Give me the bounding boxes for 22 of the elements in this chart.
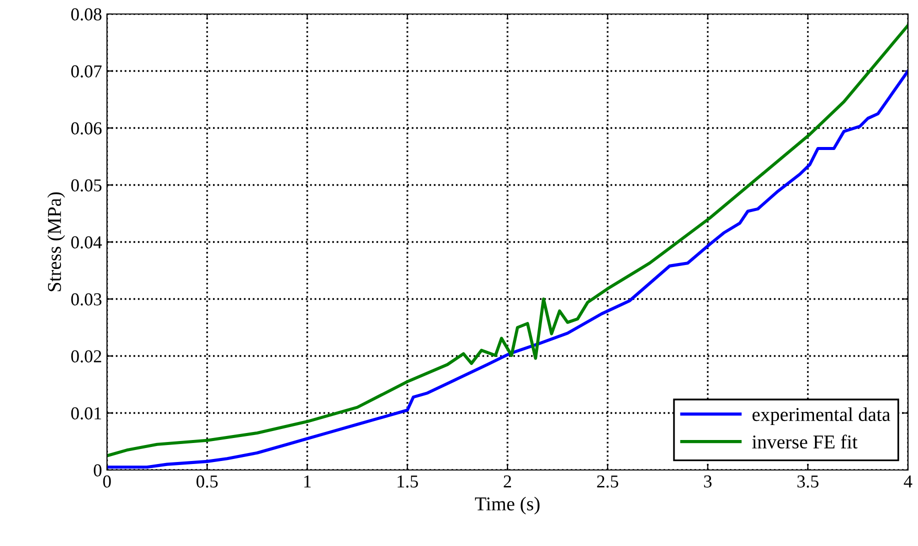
legend-label: inverse FE fit [752,434,858,449]
x-tick-label: 3.5 [797,475,818,488]
x-tick-label: 1 [304,475,311,488]
y-tick-label: 0 [94,464,102,476]
y-tick-label: 0.04 [71,236,102,249]
x-tick-label: 3 [704,475,712,488]
y-axis-title: Stress (MPa) [47,192,65,292]
x-tick-label: 0 [103,475,111,488]
x-tick-label: 4 [904,476,912,488]
x-tick-label: 2 [504,475,512,488]
y-tick-label: 0.06 [71,122,102,135]
y-tick-label: 0.07 [71,65,102,78]
x-tick-label: 2.5 [597,475,618,488]
y-tick-label: 0.02 [71,350,102,363]
x-axis-title: Time (s) [474,496,540,514]
y-tick-label: 0.03 [71,293,102,306]
x-tick-label: 0.5 [196,475,218,488]
x-tick-label: 1.5 [398,475,418,488]
y-tick-label: 0.01 [71,407,102,420]
legend-label: experimental data [752,407,890,426]
y-tick-label: 0.05 [71,179,102,192]
y-tick-label: 0.08 [71,8,102,21]
